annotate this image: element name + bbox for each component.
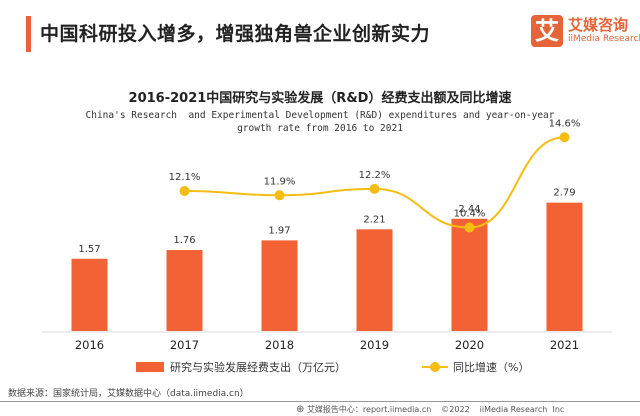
line-point xyxy=(369,183,380,194)
bar-data-label: 1.57 xyxy=(78,244,100,255)
chart-subtitle: China's Research and Experimental Develo… xyxy=(80,109,560,135)
x-tick-label: 2021 xyxy=(550,338,579,352)
line-point xyxy=(559,132,570,143)
legend-bar-label: 研究与实验发展经费支出（万亿元） xyxy=(170,361,346,374)
bar-data-label: 1.76 xyxy=(173,235,195,246)
title-accent-bar xyxy=(26,16,31,52)
x-tick-label: 2018 xyxy=(265,338,294,352)
line-data-label: 12.1% xyxy=(169,172,201,183)
bar xyxy=(261,240,298,331)
logo-mark-icon: 艾 xyxy=(531,15,563,47)
bar xyxy=(546,202,583,331)
legend-bar-swatch-icon xyxy=(136,362,164,372)
bar xyxy=(166,250,203,331)
bar-data-label: 2.21 xyxy=(363,214,385,225)
data-source: 数据来源：国家统计局，艾媒数据中心（data.iimedia.cn） xyxy=(8,389,249,399)
legend-item-line: 同比增速（%） xyxy=(422,359,529,375)
line-data-label: 14.6% xyxy=(549,118,581,129)
line-data-label: 10.4% xyxy=(454,209,486,220)
footer-divider xyxy=(0,401,640,402)
chart-subtitle-line2: growth rate from 2016 to 2021 xyxy=(237,123,403,134)
legend-line-swatch-icon xyxy=(422,361,448,373)
x-tick-label: 2017 xyxy=(170,338,199,352)
line-data-label: 12.2% xyxy=(359,170,391,181)
page-title: 中国科研投入增多，增强独角兽企业创新实力 xyxy=(40,23,431,45)
line-data-label: 11.9% xyxy=(264,176,296,187)
bar-data-label: 2.79 xyxy=(553,188,575,199)
bar xyxy=(71,258,108,331)
footer-report-center-text: 艾媒报告中心：report.iimedia.cn xyxy=(306,405,432,414)
bar xyxy=(356,229,393,331)
bar-data-label: 1.97 xyxy=(268,225,290,236)
logo-cn-text: 艾媒咨询 xyxy=(568,16,629,34)
chart-title: 2016-2021中国研究与实验发展（R&D）经费支出额及同比增速 xyxy=(128,91,512,106)
x-tick-label: 2016 xyxy=(75,338,104,352)
legend-item-bar: 研究与实验发展经费支出（万亿元） xyxy=(136,359,346,375)
footer-report-center: ⊕ 艾媒报告中心：report.iimedia.cn xyxy=(296,404,431,415)
chart-subtitle-line1: China's Research and Experimental Develo… xyxy=(85,110,555,121)
x-tick-label: 2019 xyxy=(360,338,389,352)
footer-company: iiMedia Research Inc xyxy=(479,405,565,414)
footer-copyright: ©2022 xyxy=(441,405,470,414)
globe-icon: ⊕ xyxy=(296,404,305,415)
x-tick-label: 2020 xyxy=(455,338,484,352)
legend-line-label: 同比增速（%） xyxy=(453,361,530,374)
logo-en-text: iiMedia Research xyxy=(568,34,640,44)
line-point xyxy=(274,190,285,201)
line-point xyxy=(464,222,475,233)
footer: ⊕ 艾媒报告中心：report.iimedia.cn ©2022 iiMedia… xyxy=(296,404,564,415)
line-point xyxy=(179,186,190,196)
growth-line xyxy=(184,136,565,229)
iimedia-logo: 艾 艾媒咨询 iiMedia Research xyxy=(531,15,640,49)
bar-data-label: 2.44 xyxy=(458,204,480,215)
bar xyxy=(451,218,488,331)
